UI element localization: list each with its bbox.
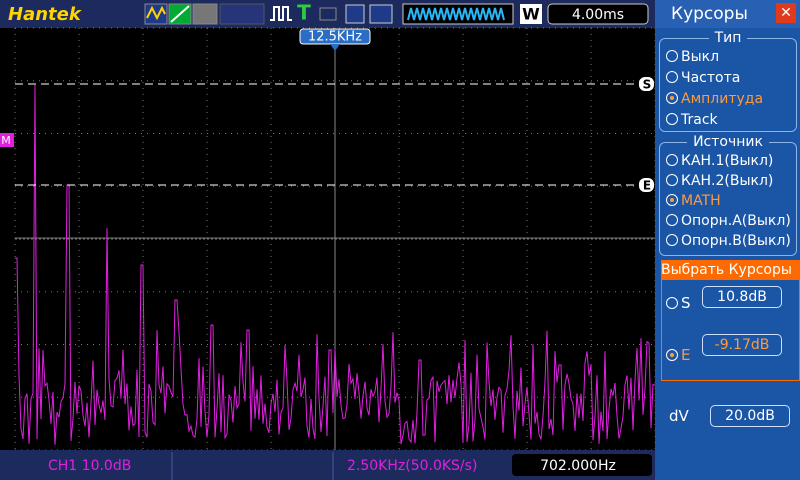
menu-option[interactable]: Опорн.А(Выкл) xyxy=(666,213,791,229)
menu-option[interactable]: Опорн.B(Выкл) xyxy=(666,233,791,249)
menu-option[interactable]: КАН.2(Выкл) xyxy=(666,173,773,189)
top-bar xyxy=(0,0,655,28)
source-section: Источник КАН.1(Выкл) КАН.2(Выкл) MATH Опорн… xyxy=(659,134,797,256)
option-label: Опорн.B(Выкл) xyxy=(681,233,791,249)
timebase: 4.00ms xyxy=(572,7,624,23)
trigger-pointer xyxy=(330,44,340,51)
source-title: Источник xyxy=(687,134,769,150)
graticule xyxy=(14,27,655,451)
frequency: 702.000Hz xyxy=(540,458,616,474)
cursor-menu: Курсоры ✕ Тип Выкл Частота Амплитуда Track … xyxy=(655,0,800,480)
m-marker xyxy=(0,133,14,147)
menu-option[interactable]: Track xyxy=(666,112,718,128)
menu-option[interactable]: Амплитуда xyxy=(666,91,763,107)
delta-value: 20.0dB xyxy=(710,405,790,427)
option-label: Амплитуда xyxy=(681,91,764,107)
cursor-e-label: E xyxy=(681,346,691,364)
menu-option[interactable]: КАН.1(Выкл) xyxy=(666,153,773,169)
delta-label: dV xyxy=(669,407,689,425)
menu-option[interactable]: Выкл xyxy=(666,49,719,65)
ramp-glyph xyxy=(170,5,190,23)
mode-box xyxy=(520,4,542,24)
cursor-s[interactable]: S xyxy=(666,294,691,312)
close-button[interactable]: ✕ xyxy=(776,3,796,23)
option-label: Опорн.А(Выкл) xyxy=(681,213,791,229)
cursor-e[interactable]: E xyxy=(666,346,690,364)
menu-header: Курсоры ✕ xyxy=(655,0,800,28)
memory-wave xyxy=(407,7,505,21)
e-marker-text: E xyxy=(643,179,651,193)
freq-box xyxy=(512,454,652,476)
option-label: КАН.1(Выкл) xyxy=(681,153,774,169)
menu-option[interactable]: Частота xyxy=(666,70,740,86)
blank-box xyxy=(219,3,265,25)
option-label: Выкл xyxy=(681,49,720,65)
option-label: Track xyxy=(681,112,718,128)
scope-display: Hantek T W 4.00ms S E M 12.5KHz CH1 10.0… xyxy=(0,0,655,480)
type-title: Тип xyxy=(708,30,748,46)
m-marker-text: M xyxy=(1,134,11,147)
plug-icon xyxy=(319,7,337,21)
menu-option[interactable]: MATH xyxy=(666,193,721,209)
menu-title: Курсоры xyxy=(671,4,748,24)
brand: Hantek xyxy=(8,4,82,25)
trigger-freq: 12.5KHz xyxy=(308,30,362,45)
select-cursors[interactable]: Выбрать Курсоры xyxy=(661,260,800,280)
cursor-values: S 10.8dB E -9.17dB xyxy=(661,280,800,381)
option-label: Частота xyxy=(681,70,741,86)
trigger-edge-icon[interactable] xyxy=(270,6,292,21)
channel-status: CH1 10.0dB xyxy=(48,458,131,474)
s-marker xyxy=(639,77,654,91)
wave-icon-glyph xyxy=(146,5,166,21)
trigger-icon: T xyxy=(297,1,311,25)
e-marker xyxy=(639,178,654,192)
timebase-box xyxy=(547,3,649,25)
option-label: MATH xyxy=(681,193,721,209)
cursor-s-value: 10.8dB xyxy=(702,286,782,308)
persist-icon[interactable] xyxy=(192,3,218,25)
type-section: Тип Выкл Частота Амплитуда Track xyxy=(659,30,797,132)
s-marker-text: S xyxy=(643,78,652,92)
sample-rate: 2.50KHz(50.0KS/s) xyxy=(347,458,477,474)
print-icon[interactable] xyxy=(369,4,393,24)
mode: W xyxy=(522,5,540,24)
cursor-e-value: -9.17dB xyxy=(702,334,782,356)
fft-trace xyxy=(15,84,655,445)
option-label: КАН.2(Выкл) xyxy=(681,173,774,189)
cursor-s-label: S xyxy=(681,294,691,312)
save-icon[interactable] xyxy=(345,4,365,24)
